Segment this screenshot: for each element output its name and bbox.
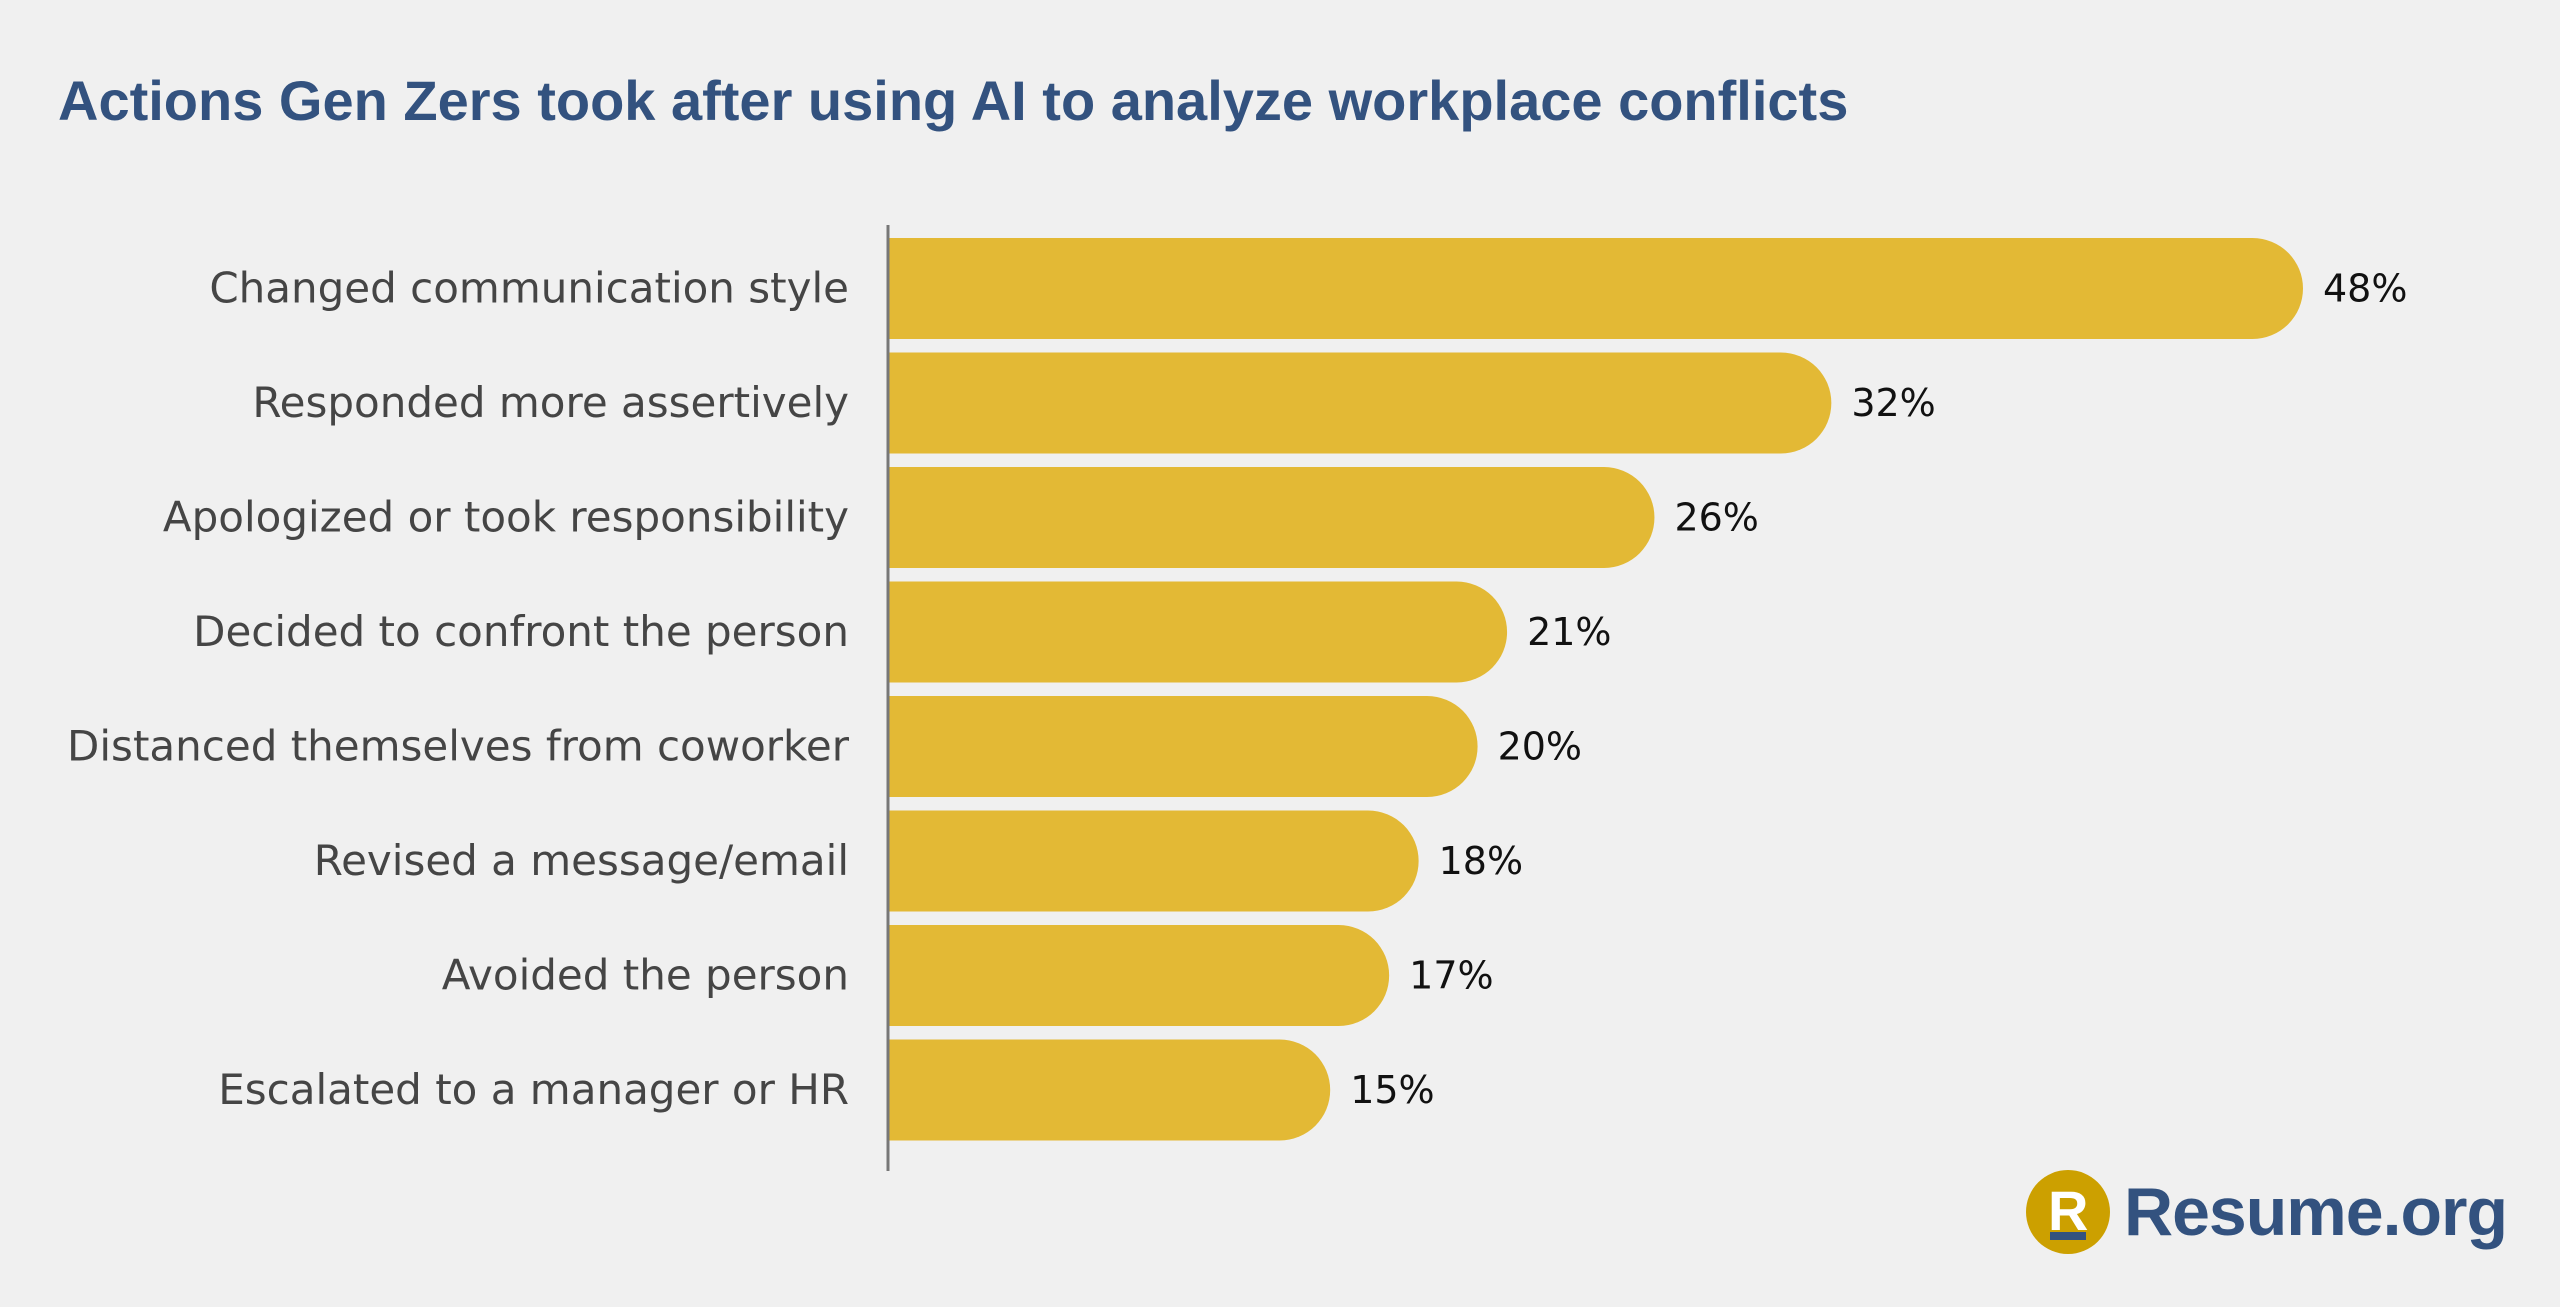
bar — [888, 1039, 1331, 1141]
category-label: Changed communication style — [209, 264, 849, 313]
value-label: 18% — [1439, 839, 1523, 883]
logo-letter: R — [2048, 1179, 2089, 1242]
category-label: Distanced themselves from coworker — [67, 722, 850, 771]
bar — [888, 810, 1419, 912]
value-label: 21% — [1527, 610, 1611, 654]
chart-title: Actions Gen Zers took after using AI to … — [58, 69, 1849, 132]
bar — [888, 925, 1390, 1026]
value-label: 26% — [1674, 496, 1758, 540]
category-label: Apologized or took responsibility — [163, 493, 849, 542]
category-label: Responded more assertively — [252, 378, 849, 427]
value-label: 15% — [1350, 1068, 1434, 1112]
bar — [888, 696, 1478, 797]
bar — [888, 581, 1508, 683]
value-label: 20% — [1498, 725, 1582, 769]
category-label: Decided to confront the person — [193, 607, 849, 656]
bar — [888, 238, 2303, 339]
resume-org-logo: R Resume.org — [2026, 1170, 2508, 1254]
value-label: 17% — [1409, 954, 1493, 998]
value-label: 32% — [1851, 381, 1935, 425]
category-label: Escalated to a manager or HR — [218, 1065, 849, 1114]
category-label: Revised a message/email — [314, 836, 849, 885]
logo-mark-icon: R — [2026, 1170, 2110, 1254]
logo-underline — [2050, 1232, 2086, 1240]
category-label: Avoided the person — [442, 951, 849, 1000]
logo-text: Resume.org — [2124, 1174, 2508, 1250]
value-label: 48% — [2323, 267, 2407, 311]
bar — [888, 352, 1832, 454]
bar — [888, 467, 1655, 568]
